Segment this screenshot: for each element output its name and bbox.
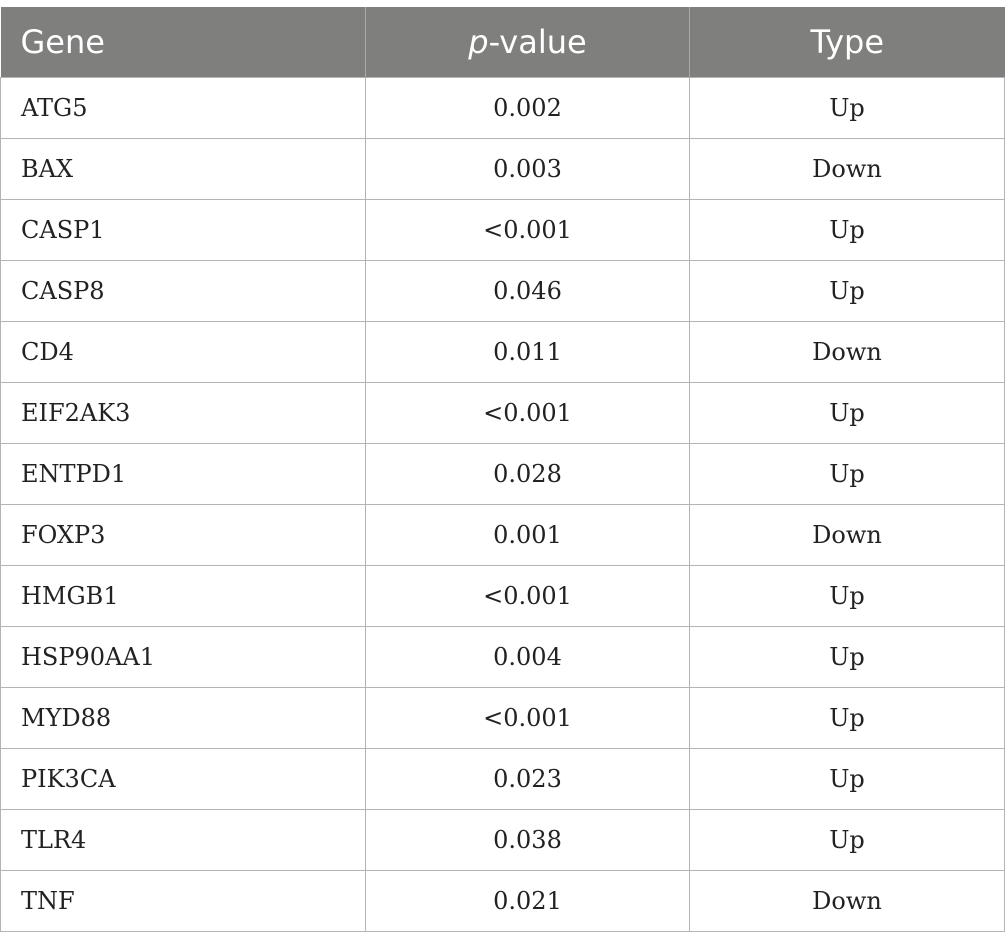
cell-type: Up [689, 382, 1005, 444]
cell-type: Up [689, 687, 1005, 749]
cell-gene: EIF2AK3 [0, 382, 366, 444]
cell-gene: BAX [0, 138, 366, 200]
table-row: CD4 0.011 Down [0, 321, 1005, 383]
cell-type: Down [689, 504, 1005, 566]
cell-type: Up [689, 443, 1005, 505]
cell-p-value: 0.011 [365, 321, 690, 383]
cell-gene: CD4 [0, 321, 366, 383]
cell-p-value: 0.004 [365, 626, 690, 688]
cell-type: Down [689, 321, 1005, 383]
table-row: FOXP3 0.001 Down [0, 504, 1005, 566]
table-row: TNF 0.021 Down [0, 870, 1005, 932]
gene-table-container: Gene p-value Type ATG5 0.002 Up BAX 0.00… [0, 7, 1005, 932]
gene-pvalue-table: Gene p-value Type ATG5 0.002 Up BAX 0.00… [0, 7, 1005, 932]
cell-p-value: 0.003 [365, 138, 690, 200]
cell-type: Up [689, 199, 1005, 261]
cell-gene: HSP90AA1 [0, 626, 366, 688]
header-p-italic: p [468, 23, 489, 61]
cell-p-value: 0.021 [365, 870, 690, 932]
cell-p-value: 0.001 [365, 504, 690, 566]
cell-type: Down [689, 870, 1005, 932]
cell-p-value: 0.028 [365, 443, 690, 505]
cell-type: Up [689, 77, 1005, 139]
cell-p-value: 0.002 [365, 77, 690, 139]
cell-p-value: <0.001 [365, 687, 690, 749]
cell-gene: HMGB1 [0, 565, 366, 627]
table-row: ENTPD1 0.028 Up [0, 443, 1005, 505]
table-row: CASP8 0.046 Up [0, 260, 1005, 322]
cell-type: Up [689, 626, 1005, 688]
header-p-rest: -value [488, 23, 587, 61]
table-header: Gene p-value Type [0, 7, 1005, 78]
cell-p-value: 0.023 [365, 748, 690, 810]
cell-gene: MYD88 [0, 687, 366, 749]
header-row: Gene p-value Type [0, 7, 1005, 78]
table-row: CASP1 <0.001 Up [0, 199, 1005, 261]
cell-gene: FOXP3 [0, 504, 366, 566]
table-row: BAX 0.003 Down [0, 138, 1005, 200]
table-row: HMGB1 <0.001 Up [0, 565, 1005, 627]
table-body: ATG5 0.002 Up BAX 0.003 Down CASP1 <0.00… [0, 77, 1005, 932]
cell-gene: ENTPD1 [0, 443, 366, 505]
cell-type: Up [689, 260, 1005, 322]
cell-type: Up [689, 809, 1005, 871]
cell-gene: PIK3CA [0, 748, 366, 810]
cell-type: Up [689, 565, 1005, 627]
cell-gene: CASP1 [0, 199, 366, 261]
header-p-value: p-value [365, 7, 690, 78]
cell-gene: ATG5 [0, 77, 366, 139]
cell-gene: TNF [0, 870, 366, 932]
table-row: HSP90AA1 0.004 Up [0, 626, 1005, 688]
header-gene: Gene [0, 7, 366, 78]
cell-type: Up [689, 748, 1005, 810]
table-row: TLR4 0.038 Up [0, 809, 1005, 871]
cell-p-value: 0.038 [365, 809, 690, 871]
table-row: EIF2AK3 <0.001 Up [0, 382, 1005, 444]
cell-gene: TLR4 [0, 809, 366, 871]
cell-type: Down [689, 138, 1005, 200]
table-row: PIK3CA 0.023 Up [0, 748, 1005, 810]
table-row: MYD88 <0.001 Up [0, 687, 1005, 749]
header-type: Type [689, 7, 1005, 78]
cell-p-value: <0.001 [365, 382, 690, 444]
cell-p-value: <0.001 [365, 199, 690, 261]
table-row: ATG5 0.002 Up [0, 77, 1005, 139]
cell-p-value: 0.046 [365, 260, 690, 322]
cell-p-value: <0.001 [365, 565, 690, 627]
cell-gene: CASP8 [0, 260, 366, 322]
